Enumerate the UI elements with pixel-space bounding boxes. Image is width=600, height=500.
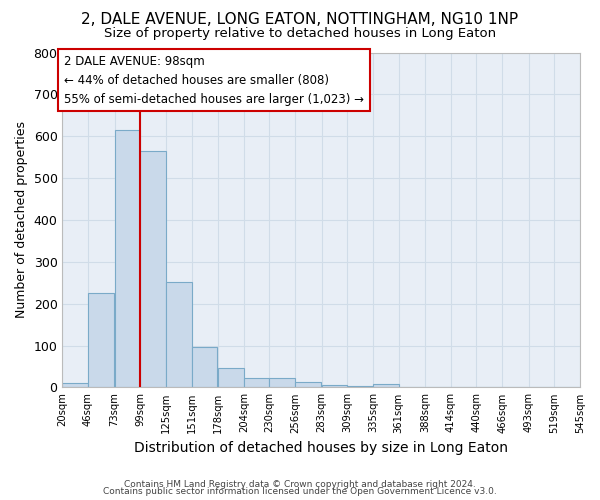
Bar (115, 130, 140, 388)
Bar (62, 383, 88, 388)
X-axis label: Distribution of detached houses by size in Long Eaton: Distribution of detached houses by size … (134, 441, 508, 455)
Y-axis label: Number of detached properties: Number of detached properties (15, 122, 28, 318)
Bar (347, 386, 373, 388)
Text: Contains public sector information licensed under the Open Government Licence v3: Contains public sector information licen… (103, 487, 497, 496)
Bar (88, 293, 113, 388)
Bar (322, 386, 347, 388)
Bar (191, 347, 217, 388)
Text: Contains HM Land Registry data © Crown copyright and database right 2024.: Contains HM Land Registry data © Crown c… (124, 480, 476, 489)
Text: 2, DALE AVENUE, LONG EATON, NOTTINGHAM, NG10 1NP: 2, DALE AVENUE, LONG EATON, NOTTINGHAM, … (82, 12, 518, 28)
Bar (269, 378, 295, 388)
Text: 2 DALE AVENUE: 98sqm
← 44% of detached houses are smaller (808)
55% of semi-deta: 2 DALE AVENUE: 98sqm ← 44% of detached h… (64, 54, 364, 106)
Bar (140, 151, 166, 388)
Bar (373, 384, 398, 388)
Bar (295, 382, 321, 388)
Text: Size of property relative to detached houses in Long Eaton: Size of property relative to detached ho… (104, 28, 496, 40)
Bar (244, 378, 269, 388)
Bar (218, 368, 244, 388)
Bar (166, 282, 191, 388)
